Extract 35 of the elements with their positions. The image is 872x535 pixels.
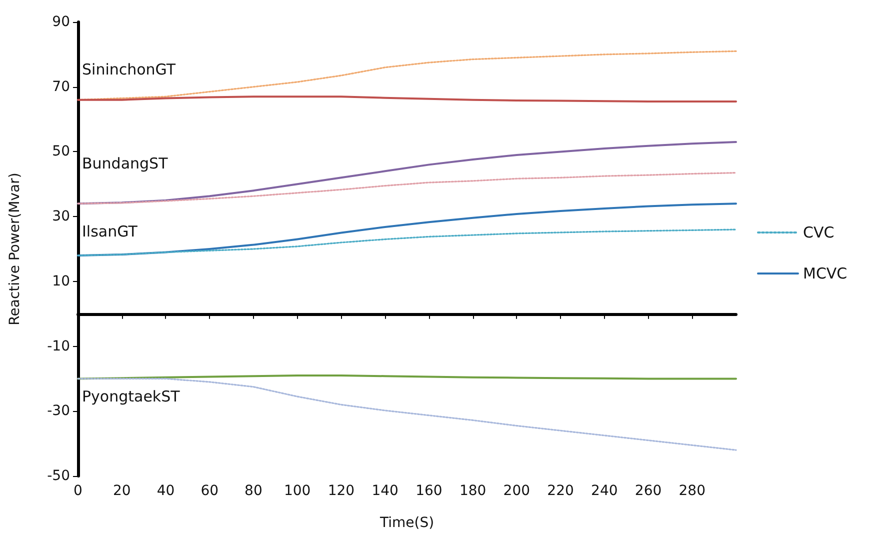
y-tick-label: 90: [52, 14, 70, 30]
x-tick-label: 220: [547, 483, 574, 499]
x-tick-label: 40: [156, 483, 175, 499]
legend-label: MCVC: [803, 264, 848, 282]
legend-label: CVC: [803, 224, 834, 242]
x-tick-label: 160: [416, 483, 442, 499]
x-tick-label: 200: [503, 483, 530, 499]
x-tick-label: 180: [459, 483, 486, 499]
annotation: PyongtaekST: [82, 388, 181, 406]
y-axis-title: Reactive Power(Mvar): [7, 172, 23, 326]
line-series: [77, 202, 737, 256]
y-tick-label: 50: [52, 144, 70, 160]
x-tick-label: 80: [244, 483, 262, 499]
x-axis-title: Time(S): [378, 515, 434, 531]
line-series: [77, 172, 737, 204]
line-series: [77, 140, 737, 205]
y-tick-label: -50: [47, 468, 70, 484]
x-tick-label: 280: [678, 483, 706, 499]
line-series: [77, 378, 737, 451]
annotation: IlsanGT: [82, 222, 138, 240]
x-tick-label: 60: [200, 483, 219, 499]
y-tick-label: 30: [52, 208, 70, 225]
y-tick-label: 70: [52, 78, 70, 95]
y-tick-label: -30: [47, 403, 70, 420]
x-tick-label: 260: [634, 483, 662, 499]
x-tick-label: 240: [591, 483, 618, 499]
y-tick-label: -10: [47, 338, 70, 354]
x-tick-label: 0: [74, 483, 82, 499]
y-tick-label: 10: [52, 273, 70, 290]
annotation: BundangST: [82, 154, 169, 172]
x-tick-label: 140: [372, 483, 398, 499]
x-tick-label: 100: [284, 483, 311, 499]
x-tick-label: 20: [112, 483, 131, 499]
x-tick-label: 120: [328, 483, 355, 499]
annotation: SininchonGT: [82, 60, 176, 78]
